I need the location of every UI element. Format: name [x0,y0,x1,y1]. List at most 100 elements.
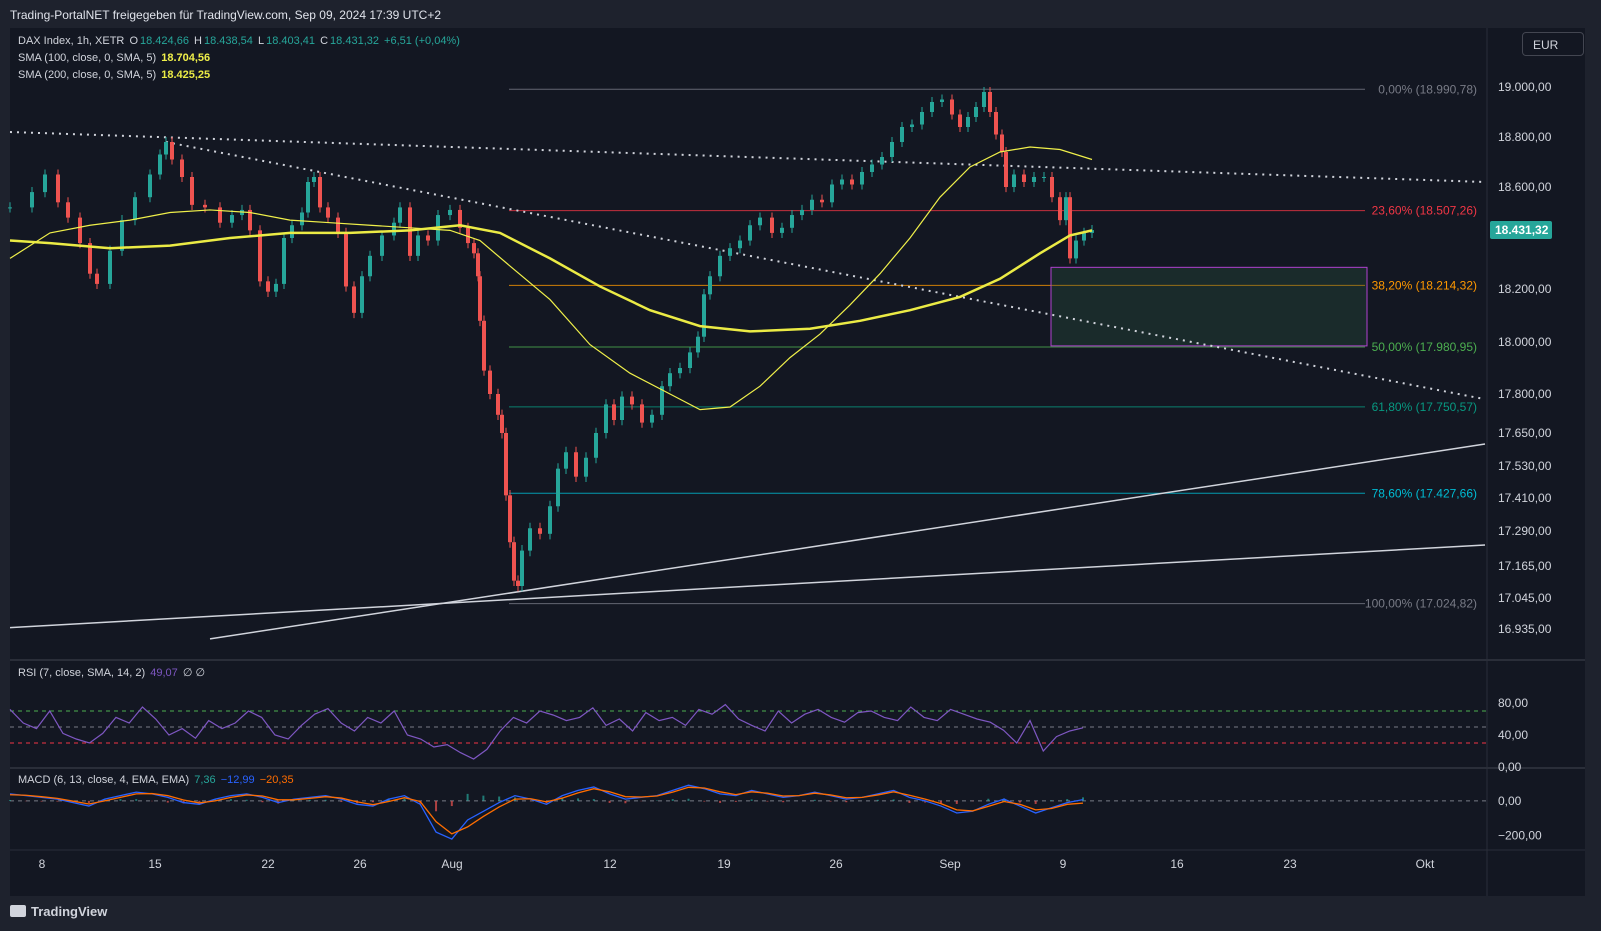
trendline [9,131,1486,183]
price-tick-label: 17.165,00 [1498,559,1552,573]
rsi-value: 49,07 [150,667,178,679]
candle-body [574,452,578,477]
candle-body [120,220,124,251]
time-tick-label: 23 [1283,857,1297,871]
price-tick-label: 19.000,00 [1498,80,1552,94]
candle-body [950,99,954,115]
fib-level-label: 23,60% (18.507,26) [1372,204,1477,218]
candle-body [1000,134,1004,152]
price-tick-label: 17.410,00 [1498,491,1552,505]
candle-body [318,177,322,208]
candle-body [556,468,560,507]
candle-body [880,157,884,165]
sma200-legend[interactable]: SMA (200, close, 0, SMA, 5) 18.425,25 [18,69,212,81]
tradingview-logo[interactable]: TradingView [10,904,107,919]
sma100-legend[interactable]: SMA (100, close, 0, SMA, 5) 18.704,56 [18,52,212,64]
candle-body [500,414,504,433]
candle-body [650,414,654,423]
candle-body [290,225,294,238]
candle-body [248,209,252,231]
candle-body [448,209,452,216]
candle-body [584,457,588,477]
candle-body [982,92,986,107]
candle-body [1050,177,1054,198]
candle-body [158,154,162,175]
last-price-badge [1490,221,1552,240]
candle-body [43,174,47,193]
rsi-tick-label: 0,00 [1498,760,1522,774]
candle-body [630,396,634,405]
sma200-label: SMA (200, close, 0, SMA, 5) [18,69,157,81]
candle-body [466,227,470,244]
fib-level-label: 78,60% (17.427,66) [1372,486,1477,500]
candle-body [88,243,92,274]
candle-body [352,286,356,313]
candle-body [548,506,552,534]
candle-body [336,217,340,233]
candle-body [282,238,286,284]
low-value: 18.403,41 [266,35,316,47]
currency-button[interactable]: EUR [1522,32,1584,56]
time-tick-label: 22 [261,857,275,871]
price-tick-label: 17.045,00 [1498,591,1552,605]
price-tick-label: 17.800,00 [1498,387,1552,401]
candle-body [170,142,174,160]
candle-body [930,102,934,112]
candle-body [408,207,412,256]
candle-body [230,215,234,223]
candle-body [660,386,664,415]
macd-tick-label: 0,00 [1498,794,1522,808]
candle-body [528,528,532,551]
candle-body [478,276,482,321]
change-value: +6,51 (+0,04%) [384,35,460,47]
candle-body [516,580,520,586]
candle-body [1068,197,1072,259]
candle-body [458,209,462,228]
time-tick-label: Sep [939,857,961,871]
macd-line-value: −12,99 [220,774,255,786]
candle-body [748,225,752,241]
candle-body [1032,177,1036,182]
time-tick-label: Okt [1416,857,1435,871]
sma200-value: 18.425,25 [161,69,211,81]
candle-body [326,207,330,218]
high-value: 18.438,54 [203,35,253,47]
candle-body [266,281,270,292]
candle-body [398,207,402,223]
candle-body [344,232,348,287]
trendline [9,544,1486,629]
rsi-tick-label: 80,00 [1498,696,1528,710]
candle-body [476,253,480,277]
candle-body [218,207,222,223]
candle-body [426,235,430,241]
price-tick-label: 18.000,00 [1498,335,1552,349]
price-tick-label: 17.650,00 [1498,426,1552,440]
candle-body [958,114,962,127]
candle-body [790,215,794,228]
rsi-tick-label: 40,00 [1498,728,1528,742]
macd-label: MACD (6, 13, close, 4, EMA, EMA) [18,774,190,786]
candle-body [360,276,364,313]
candle-body [148,174,152,198]
macd-legend[interactable]: MACD (6, 13, close, 4, EMA, EMA) 7,36 −1… [18,774,296,786]
candle-body [940,99,944,102]
sma200-line [9,223,1093,333]
price-tick-label: 18.600,00 [1498,180,1552,194]
candle-body [1058,197,1062,221]
candle-body [594,433,598,458]
candle-body [890,142,894,157]
candle-body [482,320,486,371]
rsi-legend[interactable]: RSI (7, close, SMA, 14, 2) 49,07 ∅ ∅ [18,666,207,679]
candle-body [770,217,774,233]
candle-body [780,227,784,233]
close-label: C [320,35,329,47]
candle-body [1074,240,1078,259]
macd-tick-label: −200,00 [1498,829,1542,843]
time-tick-label: 26 [829,857,843,871]
candle-body [1022,174,1026,182]
candle-body [860,172,864,185]
candle-body [8,207,12,209]
chart-frame[interactable] [10,28,1585,896]
candle-body [512,542,516,581]
